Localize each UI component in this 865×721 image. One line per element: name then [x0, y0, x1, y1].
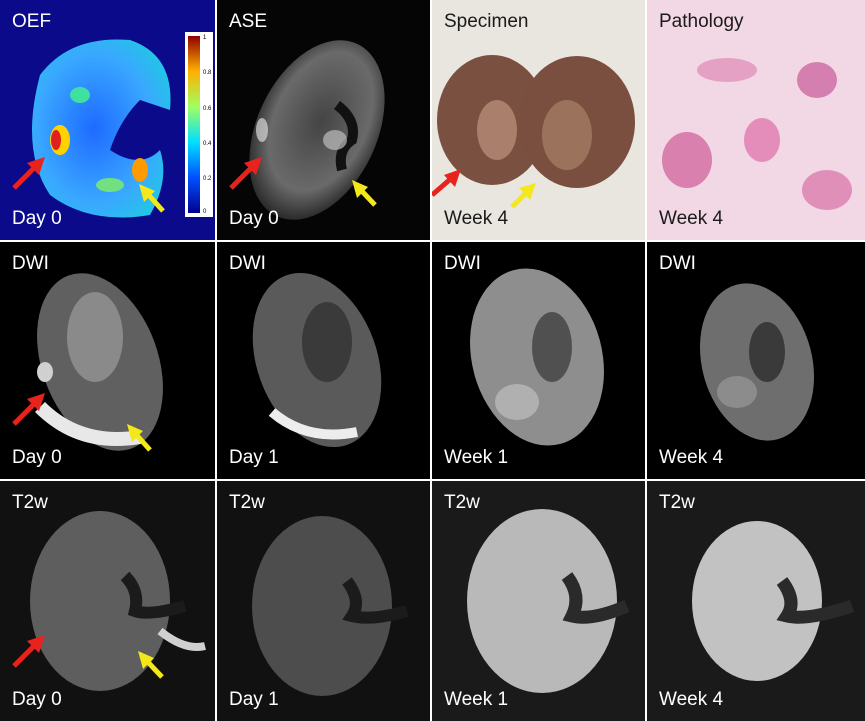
panel-time: Week 1 [444, 689, 509, 710]
specimen-photo [432, 55, 635, 209]
red-arrow-icon [12, 393, 45, 426]
panel-title: DWI [12, 253, 49, 274]
panel-title: T2w [659, 492, 695, 513]
colorbar-tick: 0.2 [203, 176, 212, 182]
panel-title: ASE [229, 11, 268, 32]
panel-dwi-week1: DWI Week 1 [432, 242, 645, 479]
yellow-arrow-icon [139, 184, 165, 213]
panel-title: T2w [12, 492, 48, 513]
panel-t2w-week4: T2w Week 4 [647, 481, 865, 721]
panel-time: Day 0 [12, 689, 62, 710]
panel-time: Week 4 [444, 208, 509, 229]
yellow-arrow-icon [510, 183, 536, 209]
colorbar-tick: 0.8 [203, 70, 212, 76]
panel-title: OEF [12, 11, 52, 32]
t2w-image [12, 511, 206, 691]
panel-time: Week 1 [444, 447, 509, 468]
panel-title: Pathology [659, 11, 744, 32]
panel-time: Week 4 [659, 447, 724, 468]
panel-t2w-day0: T2w Day 0 [0, 481, 215, 721]
t2w-image [467, 509, 630, 693]
panel-title: DWI [659, 253, 696, 274]
panel-time: Day 0 [12, 208, 62, 229]
panel-time: Day 0 [229, 208, 279, 229]
colorbar [185, 32, 213, 217]
panel-time: Week 4 [659, 689, 724, 710]
oef-map-image [32, 39, 171, 218]
dwi-image [470, 268, 604, 446]
panel-pathology: Pathology Week 4 [647, 0, 865, 240]
panel-dwi-week4: DWI Week 4 [647, 242, 865, 479]
panel-dwi-day0: DWI Day 0 [0, 242, 215, 479]
panel-t2w-day1: T2w Day 1 [217, 481, 430, 721]
red-arrow-icon [12, 635, 45, 668]
panel-t2w-week1: T2w Week 1 [432, 481, 645, 721]
panel-time: Day 0 [12, 447, 62, 468]
red-arrow-icon [432, 169, 461, 197]
colorbar-tick: 0.4 [203, 141, 212, 147]
red-arrow-icon [229, 157, 262, 190]
dwi-image [12, 273, 163, 452]
ase-image [229, 40, 385, 220]
panel-title: DWI [444, 253, 481, 274]
panel-title: Specimen [444, 11, 529, 32]
red-arrow-icon [12, 157, 45, 190]
colorbar-tick: 0 [203, 209, 207, 215]
panel-ase: ASE Day 0 [217, 0, 430, 240]
dwi-image [252, 272, 382, 448]
t2w-image [252, 516, 409, 696]
yellow-arrow-icon [127, 424, 152, 452]
panel-time: Day 1 [229, 447, 279, 468]
pathology-image [662, 58, 852, 210]
colorbar-tick: 0.6 [203, 106, 212, 112]
panel-title: T2w [444, 492, 480, 513]
panel-title: DWI [229, 253, 266, 274]
dwi-image [699, 283, 815, 441]
panel-dwi-day1: DWI Day 1 [217, 242, 430, 479]
panel-specimen: Specimen Week 4 [432, 0, 645, 240]
panel-title: T2w [229, 492, 265, 513]
colorbar-tick: 1 [203, 35, 207, 41]
panel-time: Day 1 [229, 689, 279, 710]
arrows [12, 157, 165, 213]
panel-oef: 1 0.8 0.6 0.4 0.2 0 OEF Day 0 [0, 0, 215, 240]
yellow-arrow-icon [138, 651, 164, 679]
yellow-arrow-icon [352, 180, 377, 207]
panel-time: Week 4 [659, 208, 724, 229]
t2w-image [692, 521, 855, 681]
